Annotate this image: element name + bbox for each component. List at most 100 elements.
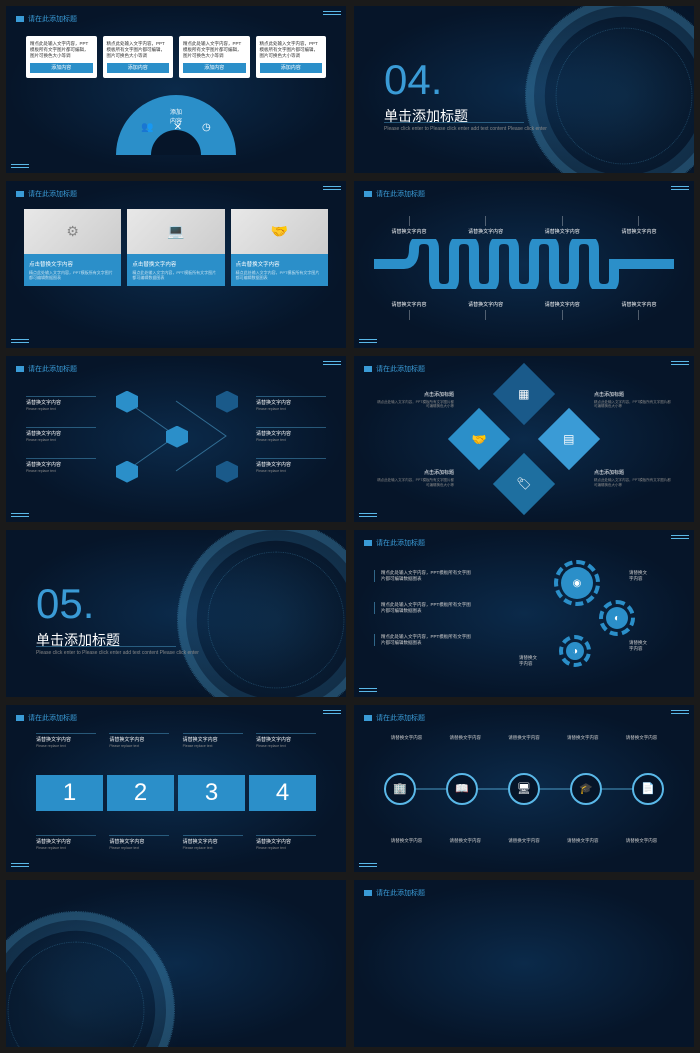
list-item: 请替换文字内容Please replace text xyxy=(26,458,96,473)
section-title: 单击添加标题 xyxy=(36,630,120,650)
diamond-labels: 点击添加标题精点此处输入文字内容，PPT模板所有文字图片都可编辑换色大小等 点击… xyxy=(374,376,674,503)
divider xyxy=(384,122,524,123)
step-label: 请替换文字内容Please replace text xyxy=(256,733,316,748)
chain-label: 请替换文字内容 xyxy=(443,838,488,844)
column: ⚙ 点击替换文字内容 精点此处输入文字内容，PPT模板所有文字图片都可编辑数据图… xyxy=(24,209,121,286)
slide-header: 请在此添加标题 xyxy=(364,189,425,199)
slide-gears: 请在此添加标题 精点此处输入文字内容，PPT模板所有文字图片都可编辑数据图表 精… xyxy=(354,530,694,697)
step-number: 2 xyxy=(107,775,174,811)
timeline-label: 请替换文字内容 xyxy=(461,301,511,320)
section-subtitle: Please click enter to Please click enter… xyxy=(384,126,547,132)
list-item: 请替换文字内容Please replace text xyxy=(256,427,326,442)
slide-header: 请在此添加标题 xyxy=(16,14,77,24)
document-icon: 📄 xyxy=(641,782,655,795)
label-top-left: 点击添加标题精点此处输入文字内容，PPT模板所有文字图片都可编辑换色大小等 xyxy=(374,391,454,409)
step-label: 请替换文字内容Please replace text xyxy=(109,733,169,748)
chain-label: 请替换文字内容 xyxy=(384,838,429,844)
caption-title: 点击替换文字内容 xyxy=(29,260,116,268)
card-body: 精点此处输入文字内容，PPT模板所有文字图片都可编辑，图片可换色大小等调 xyxy=(107,41,170,59)
list-item: 请替换文字内容Please replace text xyxy=(256,396,326,411)
slide-diamond-quadrants: 请在此添加标题 ▦ 🤝 ▤ 🏷 点击添加标题精点此处输入文字内容，PPT模板所有… xyxy=(354,356,694,523)
slide-header: 请在此添加标题 xyxy=(16,364,77,374)
caption-body: 精点此处输入文字内容，PPT模板所有文字图片都可编辑数据图表 xyxy=(29,270,116,280)
gear-text-list: 精点此处输入文字内容，PPT模板所有文字图片都可编辑数据图表 精点此处输入文字内… xyxy=(374,570,474,646)
add-content-button[interactable]: 添加内容 xyxy=(260,63,323,74)
gear-label: 请替换文字内容 xyxy=(629,570,669,582)
column-grid: ⚙ 点击替换文字内容 精点此处输入文字内容，PPT模板所有文字图片都可编辑数据图… xyxy=(24,209,328,286)
label-top-right: 点击添加标题精点此处输入文字内容，PPT模板所有文字图片都可编辑换色大小等 xyxy=(594,391,674,409)
caption-title: 点击替换文字内容 xyxy=(132,260,219,268)
timeline-label: 请替换文字内容 xyxy=(614,301,664,320)
chain-circle: 📄 xyxy=(632,773,664,805)
column: 🤝 点击替换文字内容 精点此处输入文字内容，PPT模板所有文字图片都可编辑数据图… xyxy=(231,209,328,286)
step-label: 请替换文字内容Please replace text xyxy=(183,835,243,850)
chain-circle: 📖 xyxy=(446,773,478,805)
slide-partial-bottom-right: 请在此添加标题 xyxy=(354,880,694,1047)
chain-label: 请替换文字内容 xyxy=(619,735,664,741)
chain-circles: 🏢 📖 🖥 🎓 📄 xyxy=(384,773,664,805)
slide-section-04: 04. 单击添加标题 Please click enter to Please … xyxy=(354,6,694,173)
step-labels-top: 请替换文字内容Please replace text 请替换文字内容Please… xyxy=(36,733,316,748)
image-placeholder: 💻 xyxy=(127,209,224,254)
text-box: 精点此处输入文字内容，PPT模板所有文字图片都可编辑数据图表 xyxy=(374,602,474,614)
camera-icon: ◉ xyxy=(573,578,582,589)
clock-icon: ◷ xyxy=(202,122,211,133)
slide-hexagon-zigzag: 请在此添加标题 请替换文字内容Please replace text 请替换文字… xyxy=(6,356,346,523)
section-number: 04. xyxy=(384,56,442,104)
chain-label: 请替换文字内容 xyxy=(560,838,605,844)
step-number: 4 xyxy=(249,775,316,811)
step-number: 1 xyxy=(36,775,103,811)
label-bottom-left: 点击添加标题精点此处输入文字内容，PPT模板所有文字图片都可编辑换色大小等 xyxy=(374,469,454,487)
wave-ribbon xyxy=(374,239,674,289)
slide-cards-semicircle: 请在此添加标题 精点此处输入文字内容，PPT模板所有文字图片都可编辑，图片可换色… xyxy=(6,6,346,173)
left-labels: 请替换文字内容Please replace text 请替换文字内容Please… xyxy=(26,396,96,473)
caption-box: 点击替换文字内容 精点此处输入文字内容，PPT模板所有文字图片都可编辑数据图表 xyxy=(127,254,224,286)
step-label: 请替换文字内容Please replace text xyxy=(36,733,96,748)
slide-partial-bottom-left xyxy=(6,880,346,1047)
chain-label: 请替换文字内容 xyxy=(502,838,547,844)
step-labels-bottom: 请替换文字内容Please replace text 请替换文字内容Please… xyxy=(36,835,316,850)
add-content-button[interactable]: 添加内容 xyxy=(183,63,246,74)
section-number: 05. xyxy=(36,580,94,628)
timeline-label: 请替换文字内容 xyxy=(537,216,587,235)
gear-label: 请替换文字内容 xyxy=(629,640,669,652)
section-subtitle: Please click enter to Please click enter… xyxy=(36,650,199,656)
image-placeholder: ⚙ xyxy=(24,209,121,254)
slide-header: 请在此添加标题 xyxy=(364,364,425,374)
content-card: 精点此处输入文字内容，PPT模板所有文字图片都可编辑，图片可换色大小等调 添加内… xyxy=(26,36,97,78)
content-card: 精点此处输入文字内容，PPT模板所有文字图片都可编辑，图片可换色大小等调 添加内… xyxy=(256,36,327,78)
card-body: 精点此处输入文字内容，PPT模板所有文字图片都可编辑，图片可换色大小等调 xyxy=(30,41,93,59)
chain-circle: 🖥 xyxy=(508,773,540,805)
content-card: 精点此处输入文字内容，PPT模板所有文字图片都可编辑，图片可换色大小等调 添加内… xyxy=(179,36,250,78)
check-icon: ◑ xyxy=(572,646,578,657)
timeline-label: 请替换文字内容 xyxy=(614,216,664,235)
timeline-label: 请替换文字内容 xyxy=(537,301,587,320)
caption-box: 点击替换文字内容 精点此处输入文字内容，PPT模板所有文字图片都可编辑数据图表 xyxy=(231,254,328,286)
book-icon: 📖 xyxy=(455,782,469,795)
text-box: 精点此处输入文字内容，PPT模板所有文字图片都可编辑数据图表 xyxy=(374,634,474,646)
bottom-labels: 请替换文字内容 请替换文字内容 请替换文字内容 请替换文字内容 xyxy=(384,301,664,320)
slide-wave-timeline: 请在此添加标题 请替换文字内容 请替换文字内容 请替换文字内容 请替换文字内容 … xyxy=(354,181,694,348)
section-title: 单击添加标题 xyxy=(384,106,468,126)
add-content-button[interactable]: 添加内容 xyxy=(30,63,93,74)
user-icon: ◐ xyxy=(614,613,620,624)
slide-three-columns: 请在此添加标题 ⚙ 点击替换文字内容 精点此处输入文字内容，PPT模板所有文字图… xyxy=(6,181,346,348)
card-row: 精点此处输入文字内容，PPT模板所有文字图片都可编辑，图片可换色大小等调 添加内… xyxy=(26,36,326,78)
caption-title: 点击替换文字内容 xyxy=(236,260,323,268)
card-body: 精点此处输入文字内容，PPT模板所有文字图片都可编辑，图片可换色大小等调 xyxy=(260,41,323,59)
step-numbers: 1 2 3 4 xyxy=(36,775,316,811)
slide-numbered-steps: 请在此添加标题 请替换文字内容Please replace text 请替换文字… xyxy=(6,705,346,872)
timeline-label: 请替换文字内容 xyxy=(461,216,511,235)
step-label: 请替换文字内容Please replace text xyxy=(36,835,96,850)
column: 💻 点击替换文字内容 精点此处输入文字内容，PPT模板所有文字图片都可编辑数据图… xyxy=(127,209,224,286)
graduation-icon: 🎓 xyxy=(579,782,593,795)
content-card: 精点此处输入文字内容，PPT模板所有文字图片都可编辑，图片可换色大小等调 添加内… xyxy=(103,36,174,78)
step-label: 请替换文字内容Please replace text xyxy=(183,733,243,748)
slide-header: 请在此添加标题 xyxy=(16,189,77,199)
chain-label: 请替换文字内容 xyxy=(384,735,429,741)
right-labels: 请替换文字内容Please replace text 请替换文字内容Please… xyxy=(256,396,326,473)
card-body: 精点此处输入文字内容，PPT模板所有文字图片都可编辑，图片可换色大小等调 xyxy=(183,41,246,59)
add-content-button[interactable]: 添加内容 xyxy=(107,63,170,74)
step-number: 3 xyxy=(178,775,245,811)
caption-body: 精点此处输入文字内容，PPT模板所有文字图片都可编辑数据图表 xyxy=(236,270,323,280)
